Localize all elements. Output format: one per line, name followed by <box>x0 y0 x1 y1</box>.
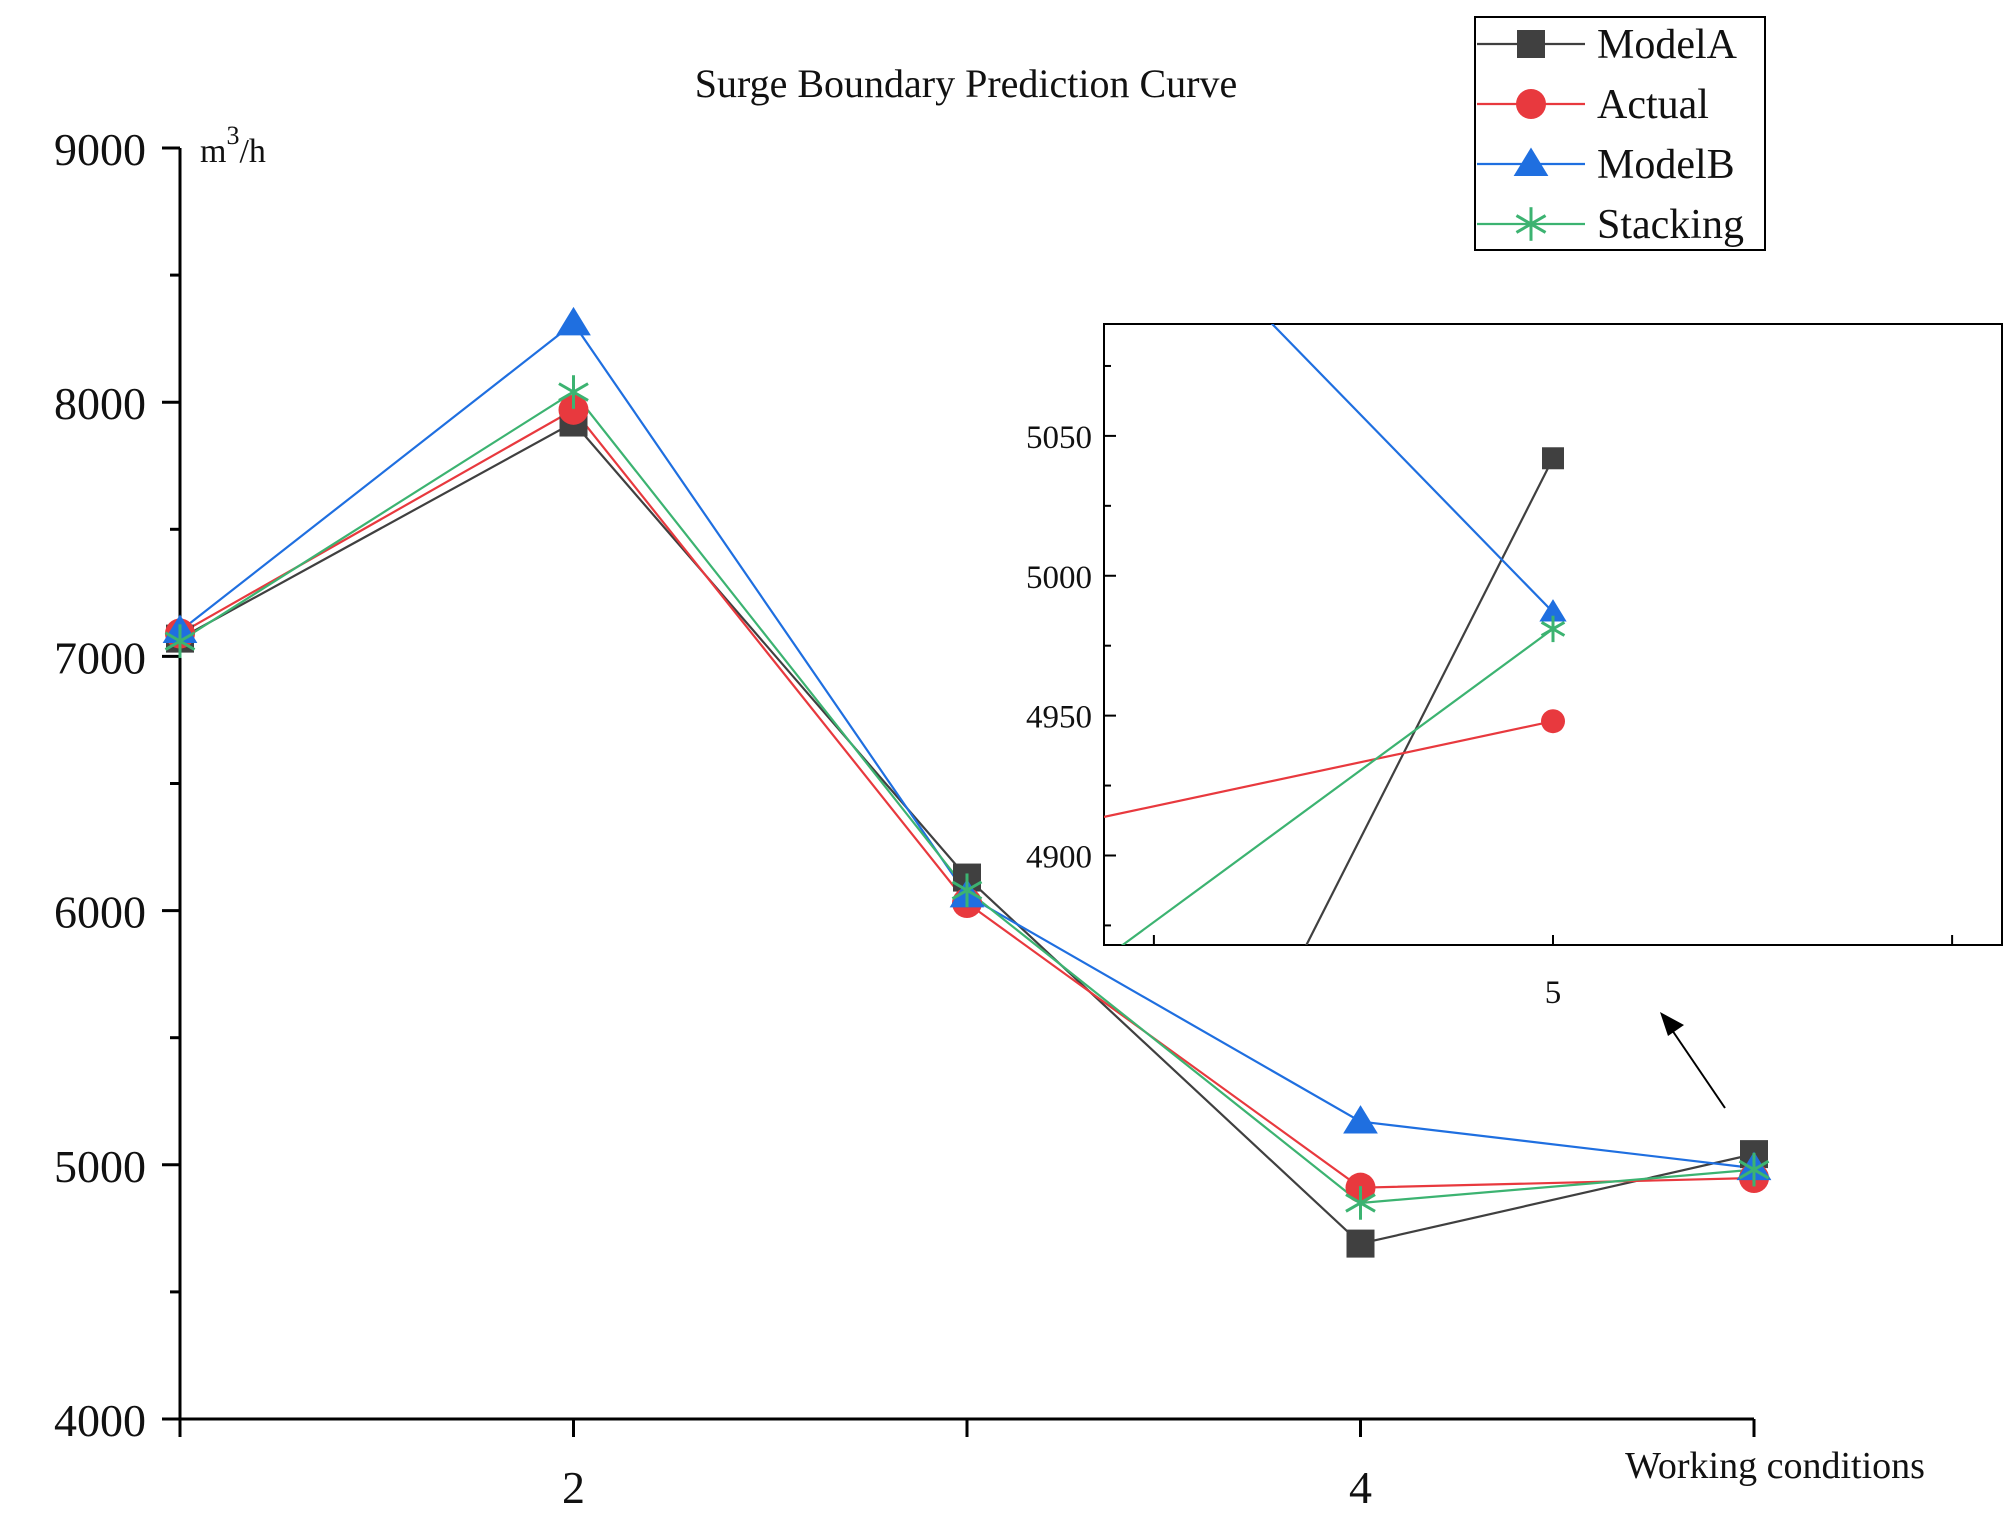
data-point-modela <box>1346 1229 1375 1258</box>
legend-label-stacking: Stacking <box>1597 202 1744 248</box>
data-point-stacking <box>1345 1186 1376 1220</box>
y-tick-label: 9000 <box>54 124 146 175</box>
y-unit-sup: 3 <box>226 121 239 150</box>
y-tick-label: 8000 <box>54 378 146 429</box>
asterisk-stroke <box>951 880 983 900</box>
y-unit-tail: /h <box>239 133 265 170</box>
legend: ModelA Actual ModelB Stacking <box>1474 16 1766 251</box>
main-axes: 4000 5000 6000 7000 8000 9000 2 4 <box>54 124 1756 1513</box>
inset-data-point-stacking <box>1540 615 1566 643</box>
data-point-stacking <box>164 624 196 658</box>
legend-label-modelb: ModelB <box>1597 142 1735 188</box>
x-axis-label: Working conditions <box>1625 1445 1925 1487</box>
data-point-modelb <box>556 306 591 336</box>
data-point-stacking <box>1738 1152 1770 1187</box>
asterisk-stroke <box>1515 214 1547 234</box>
inset-series-line-modelb <box>1270 324 1554 613</box>
data-point-stacking <box>558 375 589 409</box>
inset-axes: 4900 4950 5000 5050 5 <box>1026 364 1954 1011</box>
x-tick-label: 2 <box>562 1462 585 1513</box>
y-tick-label: 6000 <box>54 887 146 938</box>
inset-x-tick-label: 5 <box>1545 975 1562 1011</box>
legend-label-actual: Actual <box>1597 82 1709 128</box>
inset-y-tick-label: 4900 <box>1026 839 1092 875</box>
inset-series-line-modela <box>1305 457 1554 945</box>
inset-data-point-actual <box>1541 709 1565 734</box>
inset-series-line-actual <box>1104 720 1554 818</box>
inset-data-point-modela <box>1542 447 1564 470</box>
inset-y-tick-label: 5050 <box>1026 420 1092 456</box>
inset-series-group <box>1104 324 1567 945</box>
inset-data-point-modelb <box>1539 599 1567 622</box>
inset-pointer-arrow <box>1660 1012 1726 1109</box>
data-point-modelb <box>1343 1105 1378 1134</box>
data-point-stacking <box>951 873 983 908</box>
asterisk-stroke <box>164 631 196 651</box>
asterisk-stroke <box>1540 621 1566 637</box>
y-tick-label: 7000 <box>54 632 146 683</box>
legend-marker-modelb <box>1513 147 1549 176</box>
x-tick-label: 4 <box>1349 1462 1372 1513</box>
chart-title: Surge Boundary Prediction Curve <box>695 61 1238 106</box>
inset-series-line-stacking <box>1120 628 1554 945</box>
asterisk-stroke <box>558 382 589 402</box>
inset-zoom-panel: 4900 4950 5000 5050 5 <box>1026 323 2003 1011</box>
asterisk-stroke <box>1738 1159 1770 1180</box>
data-point-actual <box>558 394 589 425</box>
asterisk-stroke <box>1345 1193 1376 1213</box>
legend-label-modela: ModelA <box>1597 22 1738 68</box>
main-series-group <box>162 306 1772 1258</box>
legend-marker-modela <box>1517 30 1545 58</box>
y-unit-base: m <box>200 133 226 170</box>
legend-marker-actual <box>1516 89 1546 119</box>
inset-y-tick-label: 4950 <box>1026 700 1092 736</box>
inset-y-tick-label: 5000 <box>1026 560 1092 596</box>
inset-clipped-lines <box>1104 324 1554 945</box>
y-axis-unit-label: m3/h <box>200 121 266 170</box>
y-tick-label: 4000 <box>54 1395 146 1446</box>
legend-marker-stacking <box>1515 207 1547 241</box>
y-tick-label: 5000 <box>54 1141 146 1192</box>
